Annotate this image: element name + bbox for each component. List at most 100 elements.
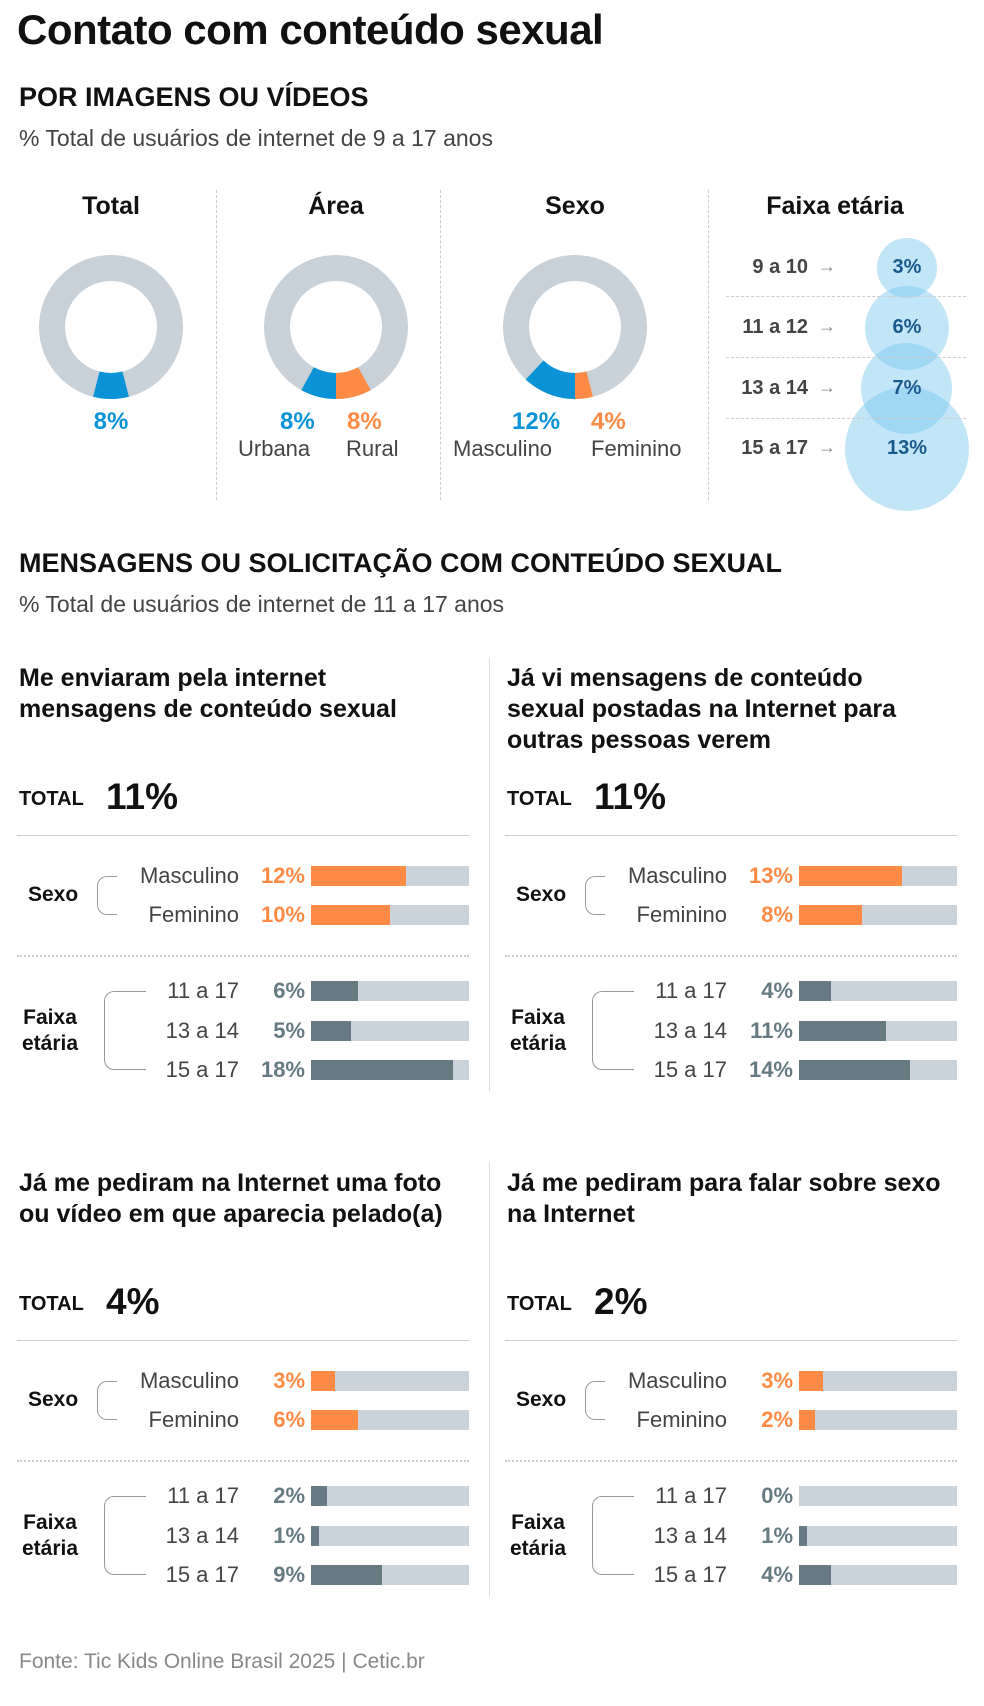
row-label: 11 a 17 <box>167 978 239 1003</box>
donut-sexo-segment-feminino <box>575 371 593 399</box>
donut-area-segment-rural <box>336 367 371 399</box>
bar-track <box>799 905 957 925</box>
row-value: 13% <box>748 863 793 888</box>
bar-track <box>799 1565 957 1585</box>
divider <box>17 1340 469 1341</box>
bar-track <box>799 1371 957 1391</box>
row-value: 1% <box>273 1523 305 1548</box>
donut-charts <box>39 255 647 400</box>
divider <box>505 955 957 957</box>
bar-track <box>799 1021 957 1041</box>
faixa-group-label: Faixa etária <box>22 1510 78 1562</box>
divider <box>17 955 469 957</box>
row-value: 0% <box>761 1483 793 1508</box>
row-value: 3% <box>761 1368 793 1393</box>
donut-sexo-ring <box>503 255 647 399</box>
row-value: 18% <box>260 1057 305 1082</box>
total-heading: Total <box>82 192 140 220</box>
bar-track <box>311 866 469 886</box>
bar-fill <box>311 1526 319 1546</box>
masculino-label: Masculino <box>453 436 553 461</box>
bar-track <box>311 1565 469 1585</box>
feminino-value: 4% <box>591 408 626 435</box>
divider <box>440 190 441 500</box>
arrow-icon: → <box>818 377 836 397</box>
row-label: Feminino <box>148 902 239 927</box>
age-label: 13 a 14 <box>741 377 808 399</box>
section1-subtitle: % Total de usuários de internet de 9 a 1… <box>19 125 493 151</box>
faixa-label-line: etária <box>510 1537 567 1560</box>
sexo-group-label: Sexo <box>516 1388 567 1411</box>
bubble <box>844 386 969 511</box>
total-label: TOTAL <box>19 788 84 810</box>
row-label: 13 a 14 <box>165 1523 239 1548</box>
bubble-value: 3% <box>892 256 922 278</box>
panel-title: Me enviaram pela internet mensagens de c… <box>19 664 397 723</box>
age-label: 15 a 17 <box>741 437 808 459</box>
bracket <box>97 1381 117 1420</box>
section1-heading: POR IMAGENS OU VÍDEOS <box>19 82 369 112</box>
faixa-label-line: etária <box>22 1032 79 1055</box>
row-label: Masculino <box>139 863 239 888</box>
sexo-group-label: Sexo <box>28 883 79 906</box>
urbana-label: Urbana <box>238 436 311 461</box>
row-label: 15 a 17 <box>165 1057 239 1082</box>
bar-track <box>311 905 469 925</box>
faixa-group-label: Faixa etária <box>510 1005 566 1057</box>
faixa-group-label: Faixa etária <box>510 1510 566 1562</box>
bar-track <box>799 1060 957 1080</box>
page-title: Contato com conteúdo sexual <box>17 6 604 53</box>
arrow-icon: → <box>818 316 836 336</box>
bar-fill <box>799 1371 823 1391</box>
bracket <box>585 876 605 915</box>
bubble <box>877 238 937 298</box>
bar-fill <box>311 1021 351 1041</box>
urbana-value: 8% <box>280 408 315 435</box>
panel-divider <box>489 1161 490 1596</box>
bar-fill <box>799 1060 910 1080</box>
faixa-heading: Faixa etária <box>766 192 904 220</box>
row-value: 2% <box>273 1483 305 1508</box>
section2-heading: MENSAGENS OU SOLICITAÇÃO COM CONTEÚDO SE… <box>19 548 783 578</box>
bubble-value: 13% <box>886 437 928 459</box>
total-value: 2% <box>594 1281 648 1322</box>
bar-track <box>311 1371 469 1391</box>
panel-divider <box>489 657 490 1091</box>
row-label: 13 a 14 <box>653 1018 727 1043</box>
bar-fill <box>311 981 359 1001</box>
bar-fill <box>311 1486 327 1506</box>
bar-track <box>799 1486 957 1506</box>
row-value: 8% <box>761 902 793 927</box>
bar-track <box>311 1486 469 1506</box>
bracket <box>104 1496 146 1575</box>
rural-label: Rural <box>346 436 399 461</box>
bar-fill <box>311 1371 335 1391</box>
row-value: 9% <box>273 1562 305 1587</box>
divider <box>505 1340 957 1341</box>
panel-title: Já vi mensagens de conteúdo sexual posta… <box>507 664 897 754</box>
row-label: Feminino <box>636 1407 727 1432</box>
source-footer: Fonte: Tic Kids Online Brasil 2025 | Cet… <box>19 1650 425 1673</box>
divider <box>726 296 966 297</box>
bar-track <box>311 1060 469 1080</box>
area-heading: Área <box>308 192 364 220</box>
donut-area-ring <box>264 255 408 399</box>
total-value: 11% <box>106 776 179 817</box>
bar-track <box>799 1526 957 1546</box>
bar-track <box>799 866 957 886</box>
bar-track <box>311 981 469 1001</box>
arrow-icon: → <box>818 256 836 276</box>
row-label: Feminino <box>636 902 727 927</box>
divider <box>726 357 966 358</box>
feminino-label: Feminino <box>591 436 682 461</box>
bar-fill <box>799 1021 886 1041</box>
row-label: Feminino <box>148 1407 239 1432</box>
bracket <box>592 991 634 1070</box>
bracket <box>97 876 117 915</box>
divider <box>17 835 469 836</box>
bar-track <box>311 1410 469 1430</box>
row-label: 15 a 17 <box>653 1057 727 1082</box>
bar-fill <box>311 905 390 925</box>
row-value: 6% <box>273 978 305 1003</box>
divider <box>17 1460 469 1462</box>
